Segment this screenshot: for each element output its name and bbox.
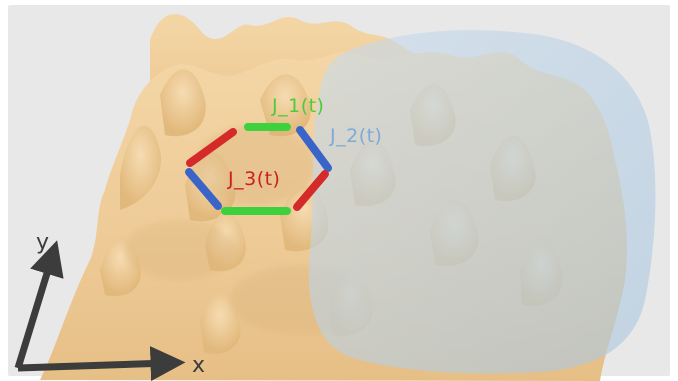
bond-j2-lower-left <box>185 168 222 210</box>
label-j2: J_2(t) <box>329 125 382 147</box>
y-axis-arrow <box>14 240 64 370</box>
label-j1: J_1(t) <box>271 95 324 117</box>
y-axis-label: y <box>36 230 49 255</box>
bond-j3-upper-left <box>186 128 237 167</box>
surface-peak <box>120 125 161 210</box>
bond-j3-lower-right <box>293 170 329 211</box>
x-axis-label: x <box>192 353 205 378</box>
valley-shade <box>125 220 235 280</box>
valley-shade <box>195 125 315 205</box>
axis-triad: y x <box>14 230 205 381</box>
surface-peak <box>200 294 241 354</box>
surface-peak <box>160 69 206 137</box>
wavefunction-blob <box>308 30 656 374</box>
bond-hexagon <box>185 123 332 215</box>
bond-j2-upper-right <box>296 126 332 172</box>
surface-peak <box>260 74 311 137</box>
x-axis-arrow <box>17 346 186 381</box>
label-j3: J_3(t) <box>227 168 280 190</box>
